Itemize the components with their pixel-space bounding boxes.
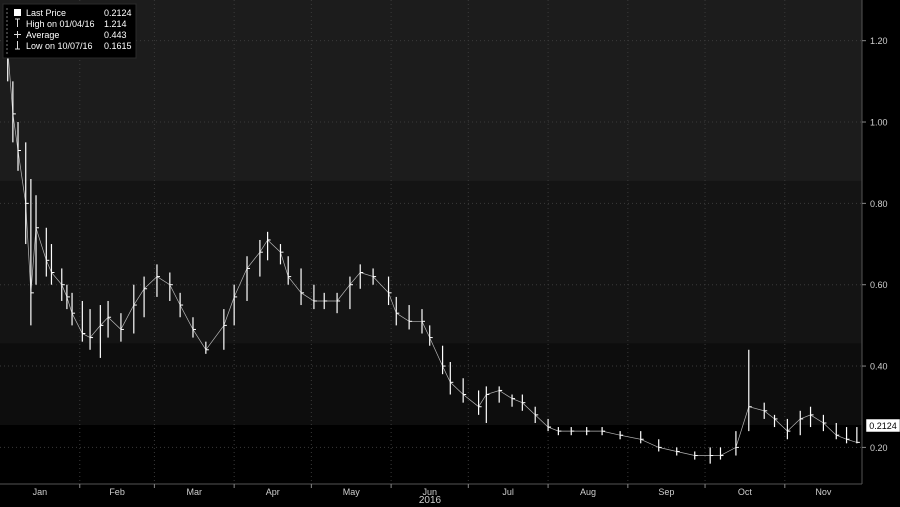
x-tick-label: Apr xyxy=(266,487,280,497)
y-axis: 1.20 1.00 0.80 0.60 0.40 0.20 xyxy=(861,0,888,484)
legend-value: 0.1615 xyxy=(104,41,132,51)
legend-label: Last Price xyxy=(26,8,66,18)
legend-label: Low on 10/07/16 xyxy=(26,41,93,51)
x-tick-label: Nov xyxy=(815,487,832,497)
x-tick-label: May xyxy=(343,487,361,497)
legend-label: High on 01/04/16 xyxy=(26,19,95,29)
background-band-3 xyxy=(0,343,862,426)
legend-square-icon xyxy=(14,9,21,16)
legend-value: 0.443 xyxy=(104,30,127,40)
last-price-tag-label: 0.2124 xyxy=(869,421,897,431)
legend-label: Average xyxy=(26,30,59,40)
y-tick-label: 0.80 xyxy=(870,199,888,209)
background-bands xyxy=(0,0,862,426)
x-axis-year-label: 2016 xyxy=(419,495,442,506)
x-tick-label: Feb xyxy=(109,487,125,497)
background-band-1 xyxy=(0,0,862,181)
legend-value: 0.2124 xyxy=(104,8,132,18)
y-tick-label: 0.40 xyxy=(870,362,888,372)
x-tick-label: Sep xyxy=(658,487,674,497)
x-axis: 2016 Jan Feb Mar Apr May Jun Jul Aug Sep Oct Nov xyxy=(0,483,862,506)
x-tick-label: Jun xyxy=(422,487,437,497)
legend-average-icon xyxy=(14,31,21,38)
y-tick-label: 0.20 xyxy=(870,443,888,453)
background-band-2 xyxy=(0,180,862,344)
legend-high-icon xyxy=(15,18,20,27)
last-price-tag: 0.2124 xyxy=(865,418,900,433)
legend-box: Last Price 0.2124 High on 01/04/16 1.214 Ave… xyxy=(2,3,137,59)
legend-low-icon xyxy=(15,41,20,50)
x-tick-label: Mar xyxy=(187,487,203,497)
close-price-line xyxy=(7,48,858,456)
gridlines xyxy=(0,0,862,484)
y-tick-label: 0.60 xyxy=(870,280,888,290)
x-tick-label: Jul xyxy=(502,487,514,497)
x-tick-label: Aug xyxy=(580,487,596,497)
x-tick-label: Oct xyxy=(738,487,753,497)
x-tick-label: Jan xyxy=(33,487,48,497)
y-tick-label: 1.00 xyxy=(870,118,888,128)
legend-value: 1.214 xyxy=(104,19,127,29)
y-tick-label: 1.20 xyxy=(870,36,888,46)
price-bars xyxy=(7,34,860,464)
